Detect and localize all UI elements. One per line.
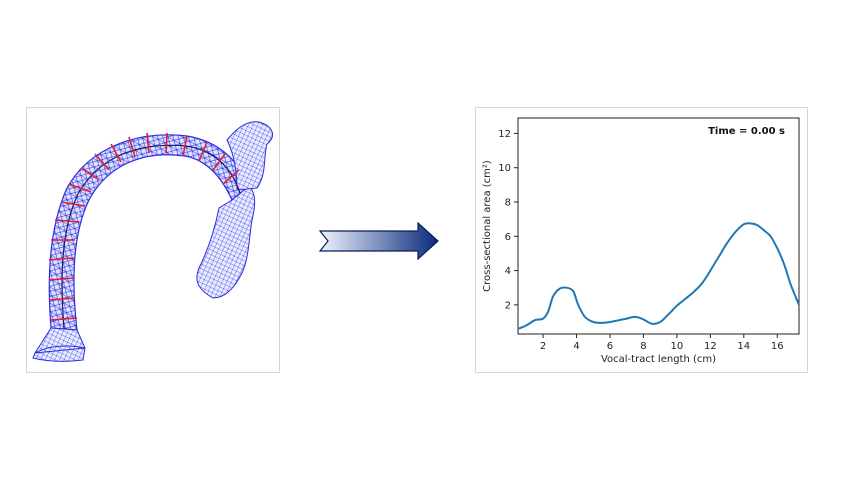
x-tick-label: 16 (771, 341, 784, 352)
x-tick-label: 2 (540, 341, 546, 352)
x-tick-label: 14 (737, 341, 750, 352)
y-tick-label: 6 (505, 232, 511, 243)
x-tick-label: 12 (704, 341, 717, 352)
tube-centerline (61, 144, 241, 330)
plot-frame (517, 117, 800, 335)
x-tick-label: 4 (573, 341, 579, 352)
area-function-chart-panel: 2 4 6 8 10 12 14 16 2 4 6 8 10 12 Time = 0.00 s Vocal… (475, 107, 808, 373)
y-tick-label: 2 (505, 300, 511, 311)
right-arrow-icon (318, 222, 440, 260)
cross-section-rings (48, 132, 240, 321)
pharynx-section (196, 185, 256, 299)
vocal-tract-mesh-icon (32, 121, 274, 362)
x-tick-label: 8 (640, 341, 646, 352)
y-axis-label: Cross-sectional area (cm²) (482, 160, 493, 292)
series-line (517, 222, 800, 330)
area-function-chart: 2 4 6 8 10 12 14 16 2 4 6 8 10 12 Time = 0.00 s Vocal… (482, 117, 800, 365)
lips-end (32, 327, 86, 362)
y-tick-label: 10 (498, 163, 511, 174)
y-tick-label: 4 (505, 266, 511, 277)
y-tick-label: 8 (505, 198, 511, 209)
time-annotation: Time = 0.00 s (708, 126, 785, 137)
y-tick-label: 12 (498, 129, 511, 140)
vocal-tract-mesh-panel (26, 107, 280, 373)
x-tick-label: 6 (607, 341, 613, 352)
x-axis-label: Vocal-tract length (cm) (601, 354, 716, 365)
x-tick-label: 10 (671, 341, 684, 352)
